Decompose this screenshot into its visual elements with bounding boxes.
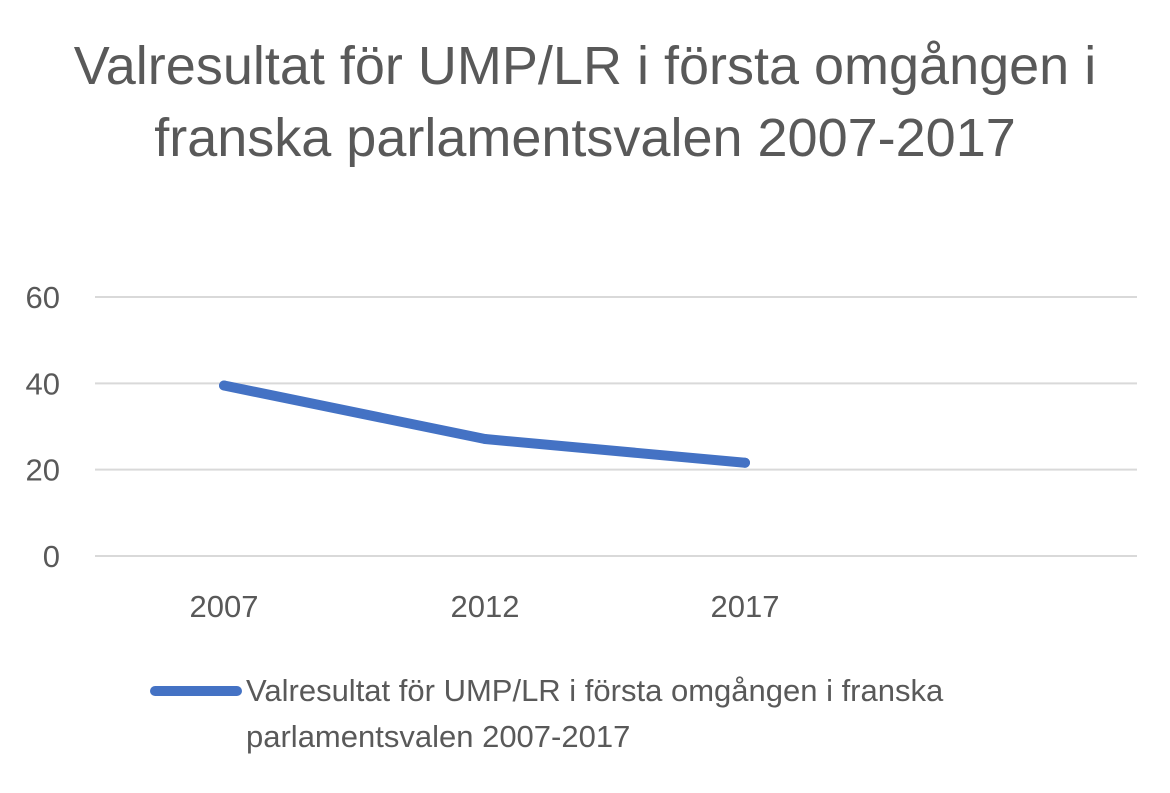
x-tick-label: 2012 [451, 589, 520, 624]
legend: Valresultat för UMP/LR i första omgången… [150, 668, 1050, 768]
legend-swatch [150, 686, 242, 696]
series-line [219, 380, 750, 468]
chart-title: Valresultat för UMP/LR i första omgången… [73, 36, 1097, 168]
y-axis-ticks: 0 20 40 60 [26, 280, 60, 574]
x-tick-label: 2017 [711, 589, 780, 624]
data-point-2007 [219, 380, 229, 391]
series-layer [219, 380, 750, 468]
y-tick-label: 40 [26, 366, 60, 401]
data-point-2012 [480, 434, 490, 445]
y-tick-label: 60 [26, 280, 60, 315]
gridlines [95, 296, 1137, 557]
x-axis-ticks: 2007 2012 2017 [190, 589, 780, 624]
y-tick-label: 0 [43, 539, 60, 574]
x-tick-label: 2007 [190, 589, 259, 624]
y-tick-label: 20 [26, 453, 60, 488]
legend-label: Valresultat för UMP/LR i första omgången… [246, 673, 944, 754]
data-point-2017 [740, 457, 750, 468]
